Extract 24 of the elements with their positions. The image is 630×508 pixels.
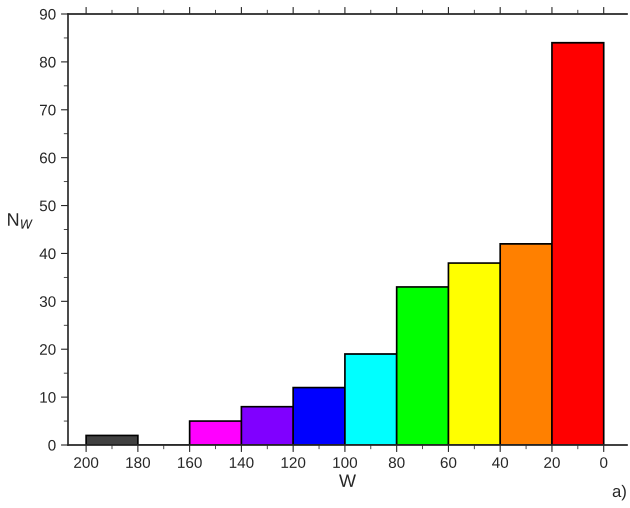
y-tick-label: 0 [48,440,56,451]
x-tick-label: 140 [230,457,254,468]
text: a) [612,484,626,500]
x-tick-label: 180 [126,457,150,468]
y-tick-label: 50 [40,200,56,212]
x-tick-label: 60 [440,457,456,468]
y-tick-label: 70 [40,104,56,116]
y-tick-label: 10 [40,392,56,403]
x-axis-title: W [339,474,356,487]
y-tick-label: 80 [40,56,56,68]
y-tick-label: 40 [40,248,56,260]
x-tick-label: 160 [178,457,202,468]
y-tick-label: 30 [40,296,56,308]
x-tick-label: 200 [74,457,98,468]
y-tick-label: 60 [40,152,56,164]
x-tick-label: 20 [544,457,560,468]
x-tick-label: 40 [492,457,508,468]
y-tick-label: 20 [40,344,56,355]
y-tick-label: 90 [40,8,56,20]
x-tick-label: 120 [282,457,306,468]
x-tick-label: 0 [600,457,608,468]
y-axis-title: N$_{W}$ [8,213,33,229]
x-tick-label: 80 [388,457,405,468]
x-tick-label: 100 [333,457,358,468]
